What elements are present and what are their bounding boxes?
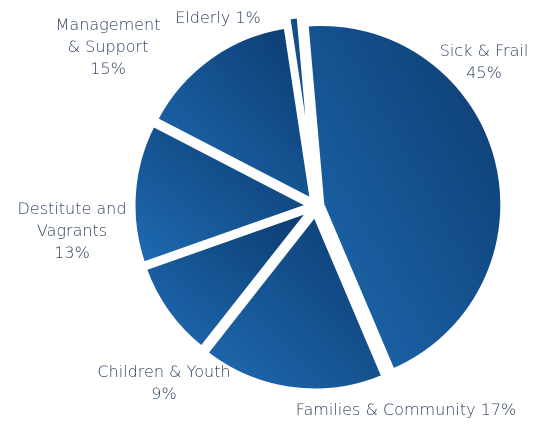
pie-slice-destitute-and-vagrants <box>130 120 317 268</box>
pie-label-management-support: Management & Support 15% <box>56 15 161 78</box>
pie-label-families-community: Families & Community 17% <box>296 400 517 419</box>
pie-label-line: 45% <box>466 63 502 82</box>
pie-label-line: & Support <box>68 37 149 56</box>
pie-slice-families-community <box>201 209 388 394</box>
pie-label-line: Management <box>56 15 161 34</box>
pie-label-children-youth: Children & Youth 9% <box>97 362 230 403</box>
pie-slice-elderly <box>284 13 318 197</box>
pie-slices <box>130 13 506 394</box>
pie-label-line: 9% <box>151 384 176 403</box>
pie-label-line: Sick & Frail <box>440 41 529 60</box>
pie-label-sick-frail: Sick & Frail 45% <box>440 41 529 82</box>
pie-label-line: Vagrants <box>37 221 107 240</box>
pie-label-line: Elderly 1% <box>175 8 261 27</box>
pie-label-destitute-and-vagrants: Destitute and Vagrants 13% <box>18 199 127 262</box>
pie-label-line: Children & Youth <box>97 362 230 381</box>
pie-slice-children-youth <box>140 204 319 353</box>
pie-label-line: Families & Community 17% <box>296 400 517 419</box>
pie-slice-sick-frail <box>303 21 506 375</box>
pie-label-line: Destitute and <box>18 199 127 218</box>
pie-slice-management-support <box>151 23 316 206</box>
pie-label-line: 13% <box>54 243 90 262</box>
pie-label-elderly: Elderly 1% <box>175 8 261 27</box>
pie-label-line: 15% <box>90 59 126 78</box>
pie-labels: Sick & Frail 45% Families & Community 17% C… <box>18 8 529 419</box>
